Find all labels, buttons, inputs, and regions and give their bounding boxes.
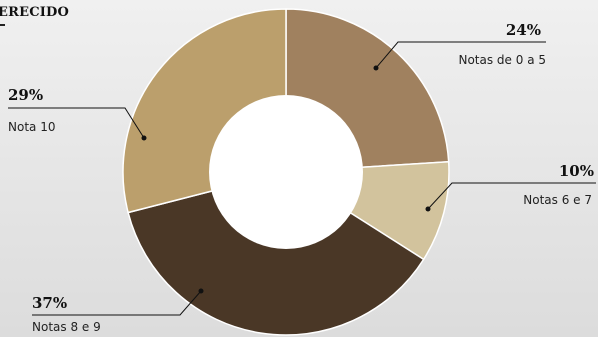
slice-category-label: Notas 8 e 9 [32,320,101,334]
callout-dot [198,288,204,294]
slice-percent-label: 37% [32,294,67,312]
title-decoration [0,24,5,26]
callout-line [32,290,202,316]
callout-dot [373,65,379,71]
slice-category-label: Nota 10 [8,120,55,134]
slice-percent-label: 29% [8,86,43,104]
callout-line [375,41,546,69]
slice-category-label: Notas 6 e 7 [523,193,592,207]
chart-title: ERECIDO [0,5,70,20]
slice-percent-label: 24% [506,21,541,39]
callout-dot [141,135,147,141]
slice-percent-label: 10% [559,162,594,180]
callout-line [8,107,145,139]
slice-category-label: Notas de 0 a 5 [458,53,546,67]
donut-hole [209,95,363,249]
callout-dot [425,206,431,212]
callout-line [427,182,596,210]
